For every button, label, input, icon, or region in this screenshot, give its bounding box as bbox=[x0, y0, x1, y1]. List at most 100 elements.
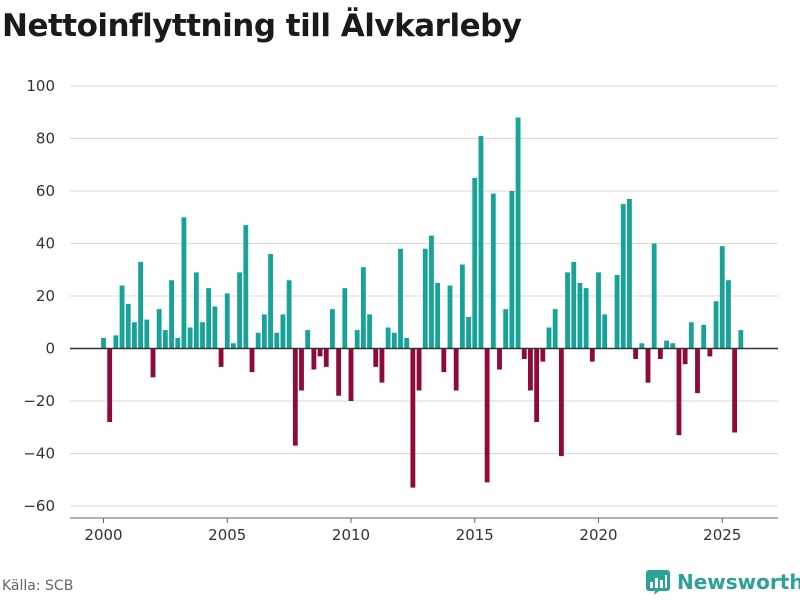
bar bbox=[447, 285, 453, 349]
bar bbox=[336, 348, 342, 396]
bar bbox=[243, 225, 249, 349]
gridlines bbox=[70, 85, 778, 507]
bar bbox=[292, 348, 298, 446]
bar bbox=[490, 193, 496, 349]
bar bbox=[317, 348, 323, 357]
bar bbox=[515, 117, 521, 349]
bar bbox=[701, 324, 707, 349]
y-axis-labels: 100 80 60 40 20 0 −20 −40 −60 bbox=[23, 77, 55, 515]
bar bbox=[639, 343, 645, 349]
bar bbox=[459, 264, 465, 349]
x-tick-label: 2005 bbox=[208, 526, 246, 544]
bar bbox=[664, 340, 669, 349]
bar bbox=[119, 285, 125, 349]
bar bbox=[435, 282, 441, 349]
bar bbox=[156, 309, 162, 349]
bar bbox=[125, 303, 131, 349]
bar bbox=[280, 314, 286, 349]
y-tick-label: 100 bbox=[26, 77, 55, 95]
bar bbox=[348, 348, 354, 401]
bar bbox=[138, 261, 144, 349]
bar bbox=[249, 348, 255, 373]
bar bbox=[565, 272, 570, 349]
bar bbox=[453, 348, 459, 391]
bar bbox=[181, 217, 187, 349]
source-note: Källa: SCB bbox=[2, 578, 74, 594]
bar bbox=[602, 314, 608, 349]
bar bbox=[534, 348, 540, 422]
bar bbox=[645, 348, 651, 383]
bar bbox=[472, 177, 478, 349]
bar bbox=[391, 332, 397, 349]
x-tick-label: 2000 bbox=[84, 526, 122, 544]
bar bbox=[311, 348, 317, 370]
bar bbox=[323, 348, 329, 367]
y-tick-label: −40 bbox=[23, 445, 55, 463]
x-axis: 2000 2005 2010 2015 2020 2025 bbox=[70, 517, 778, 544]
bar bbox=[224, 293, 230, 349]
bar bbox=[107, 348, 113, 422]
bar bbox=[738, 330, 744, 349]
bar bbox=[200, 322, 205, 349]
bar bbox=[528, 348, 533, 391]
bar bbox=[373, 348, 379, 367]
bar bbox=[627, 198, 632, 349]
bar bbox=[367, 314, 372, 349]
bar bbox=[620, 204, 626, 349]
bar bbox=[187, 327, 193, 349]
bar bbox=[657, 348, 663, 359]
y-tick-label: 0 bbox=[45, 340, 55, 358]
bar bbox=[589, 348, 595, 362]
y-tick-label: 80 bbox=[36, 130, 55, 148]
bar bbox=[497, 348, 502, 370]
bar bbox=[540, 348, 546, 362]
bar bbox=[398, 248, 403, 349]
bar bbox=[670, 343, 676, 349]
bar bbox=[286, 280, 292, 349]
bar bbox=[404, 338, 410, 349]
bar bbox=[274, 332, 280, 349]
bar bbox=[484, 348, 490, 483]
bar bbox=[688, 322, 694, 349]
bar bbox=[713, 301, 719, 349]
bar bbox=[558, 348, 564, 457]
bar bbox=[726, 280, 731, 349]
bar bbox=[101, 338, 106, 349]
bar bbox=[305, 330, 311, 349]
bar bbox=[113, 335, 119, 349]
brand-logo: Newsworthy bbox=[645, 569, 800, 595]
bar bbox=[478, 135, 484, 349]
bar bbox=[175, 338, 181, 349]
bar bbox=[695, 348, 700, 394]
bar bbox=[132, 322, 137, 349]
bars bbox=[70, 117, 778, 488]
bar bbox=[385, 327, 391, 349]
bar bbox=[571, 261, 577, 349]
bar bbox=[503, 309, 509, 349]
y-tick-label: 60 bbox=[36, 182, 55, 200]
bar bbox=[261, 314, 267, 349]
y-tick-label: −60 bbox=[23, 497, 55, 515]
bar bbox=[719, 246, 725, 349]
bar bbox=[379, 348, 385, 383]
bar bbox=[193, 272, 199, 349]
bar bbox=[509, 191, 515, 349]
bar bbox=[218, 348, 224, 367]
y-tick-label: 40 bbox=[36, 235, 55, 253]
bar bbox=[410, 348, 416, 488]
bar bbox=[330, 309, 335, 349]
bar bbox=[237, 272, 243, 349]
y-tick-label: −20 bbox=[23, 392, 55, 410]
x-tick-label: 2010 bbox=[332, 526, 370, 544]
bar bbox=[596, 272, 601, 349]
bar bbox=[676, 348, 682, 436]
bar bbox=[360, 267, 366, 349]
brand-name: Newsworthy bbox=[677, 570, 800, 594]
bar bbox=[651, 243, 657, 349]
bar bbox=[682, 348, 688, 365]
bar bbox=[577, 282, 583, 349]
bar bbox=[354, 330, 360, 349]
bar bbox=[206, 288, 212, 349]
bar bbox=[162, 330, 168, 349]
